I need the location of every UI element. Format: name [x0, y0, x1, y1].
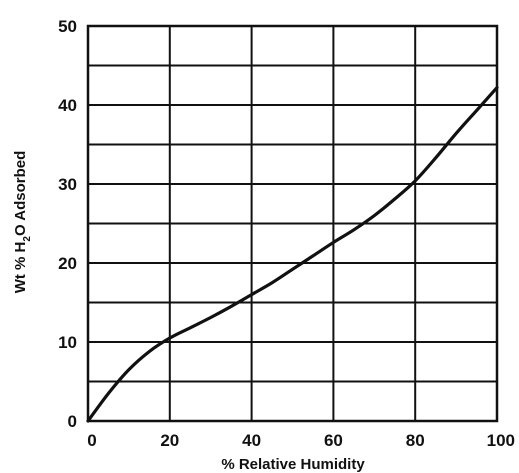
x-axis-title: % Relative Humidity: [221, 456, 365, 473]
x-tick-label: 0: [87, 431, 96, 450]
x-tick-label: 100: [487, 431, 515, 450]
y-axis-title-suffix: O Adsorbed: [12, 151, 29, 236]
y-tick-label: 10: [58, 333, 77, 352]
y-tick-label: 50: [58, 17, 77, 36]
y-tick-label: 30: [58, 175, 77, 194]
x-tick-label: 80: [406, 431, 425, 450]
series-line: [86, 86, 499, 423]
x-tick-label: 20: [160, 431, 179, 450]
y-tick-label: 20: [58, 254, 77, 273]
y-axis-title-prefix: Wt % H: [12, 242, 29, 294]
plot-border: [86, 24, 499, 423]
y-tick-label: 40: [58, 96, 77, 115]
y-axis-title: Wt % H2O Adsorbed: [12, 151, 33, 294]
y-axis-title-subscript: 2: [22, 236, 33, 242]
x-tick-labels: 0 20 40 60 80 100: [87, 431, 515, 450]
x-tick-label: 60: [324, 431, 343, 450]
x-tick-label: 40: [242, 431, 261, 450]
y-tick-labels: 0 10 20 30 40 50: [58, 17, 77, 431]
plot-frame: [86, 24, 499, 423]
y-tick-label: 0: [68, 412, 77, 431]
series-group: [86, 86, 499, 423]
